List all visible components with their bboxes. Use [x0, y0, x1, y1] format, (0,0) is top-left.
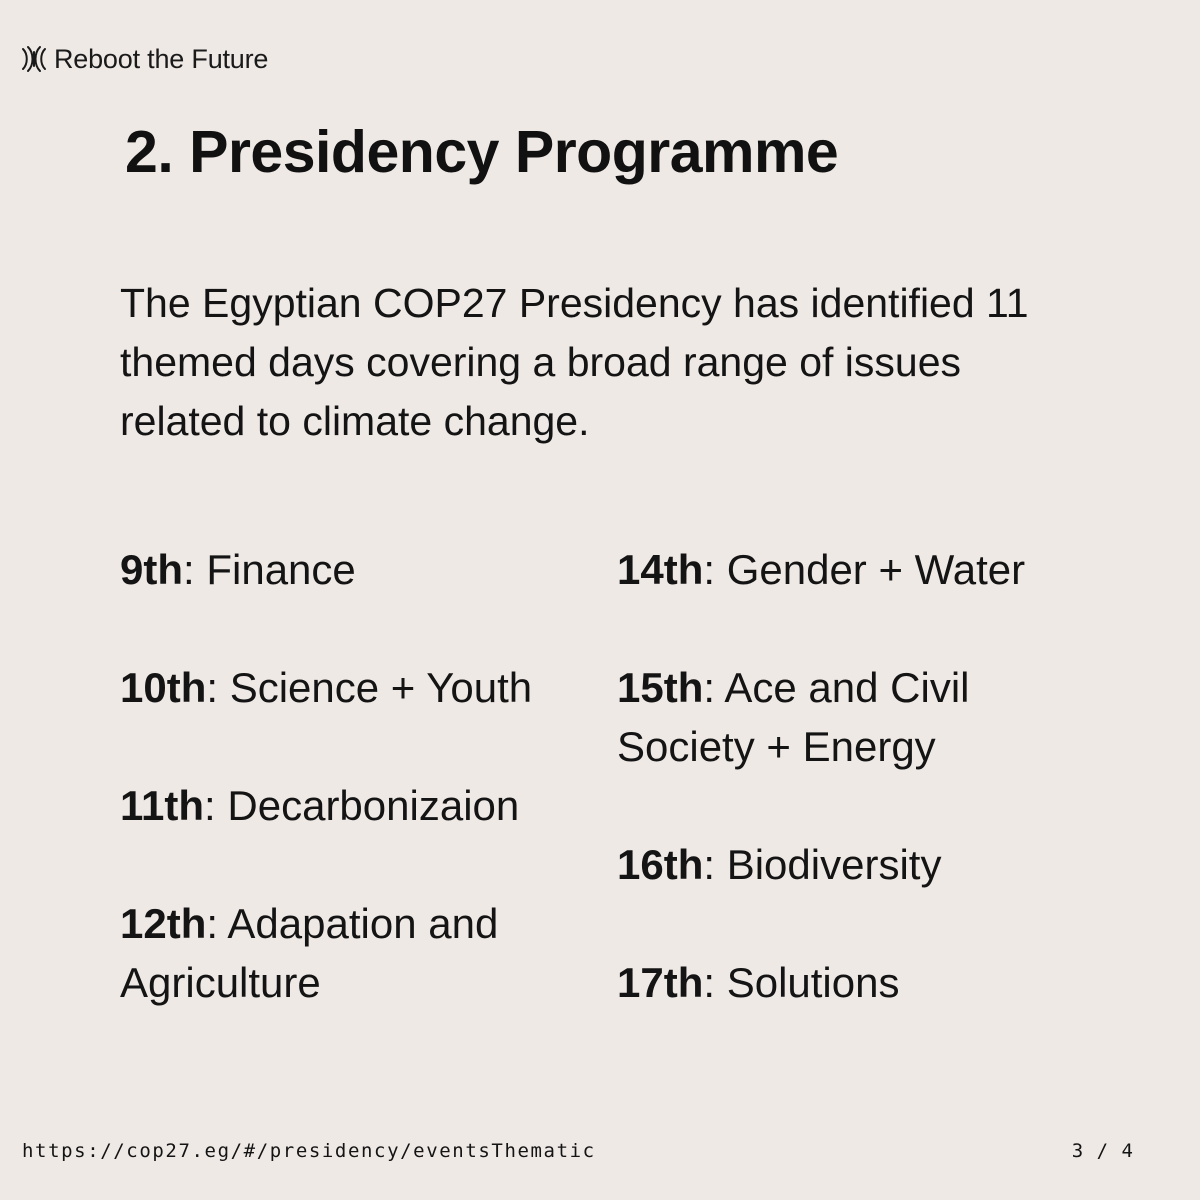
- themed-day-theme: Ace and Civil Society + Energy: [617, 664, 970, 770]
- reboot-logo-icon: [22, 46, 46, 72]
- themed-day-theme: Solutions: [726, 959, 900, 1006]
- themed-day-date: 15th: [617, 664, 704, 711]
- themed-day-date: 11th: [120, 782, 205, 829]
- source-url: https://cop27.eg/#/presidency/eventsThem…: [22, 1140, 596, 1162]
- themed-day-theme: Science + Youth: [229, 664, 533, 711]
- themed-day-item: 10th: Science + Youth: [120, 664, 533, 711]
- themed-day-item: 16th: Biodiversity: [617, 841, 942, 888]
- themed-day-theme: Adapation and Agriculture: [120, 900, 499, 1006]
- themed-day-date: 10th: [120, 664, 207, 711]
- themed-day-date: 16th: [617, 841, 704, 888]
- themed-day-item: 11th: Decarbonizaion: [120, 782, 520, 829]
- themed-day-date: 17th: [617, 959, 704, 1006]
- intro-paragraph: The Egyptian COP27 Presidency has identi…: [120, 280, 1029, 444]
- themed-day-theme: Biodiversity: [726, 841, 942, 888]
- brand-name: Reboot the Future: [54, 43, 269, 74]
- themed-day-item: 14th: Gender + Water: [617, 546, 1026, 593]
- themed-day-date: 14th: [617, 546, 704, 593]
- themed-day-item: 12th: Adapation and Agriculture: [120, 900, 499, 1006]
- page-title: 2. Presidency Programme: [125, 119, 839, 185]
- themed-day-date: 12th: [120, 900, 207, 947]
- themed-day-theme: Decarbonizaion: [227, 782, 520, 829]
- themed-day-item: 9th: Finance: [120, 546, 356, 593]
- themed-day-theme: Finance: [206, 546, 356, 593]
- themed-day-item: 15th: Ace and Civil Society + Energy: [617, 664, 970, 770]
- themed-day-item: 17th: Solutions: [617, 959, 900, 1006]
- themed-day-date: 9th: [120, 546, 183, 593]
- page-indicator: 3 / 4: [1071, 1140, 1134, 1162]
- themed-day-theme: Gender + Water: [726, 546, 1026, 593]
- brand: Reboot the Future: [20, 43, 268, 75]
